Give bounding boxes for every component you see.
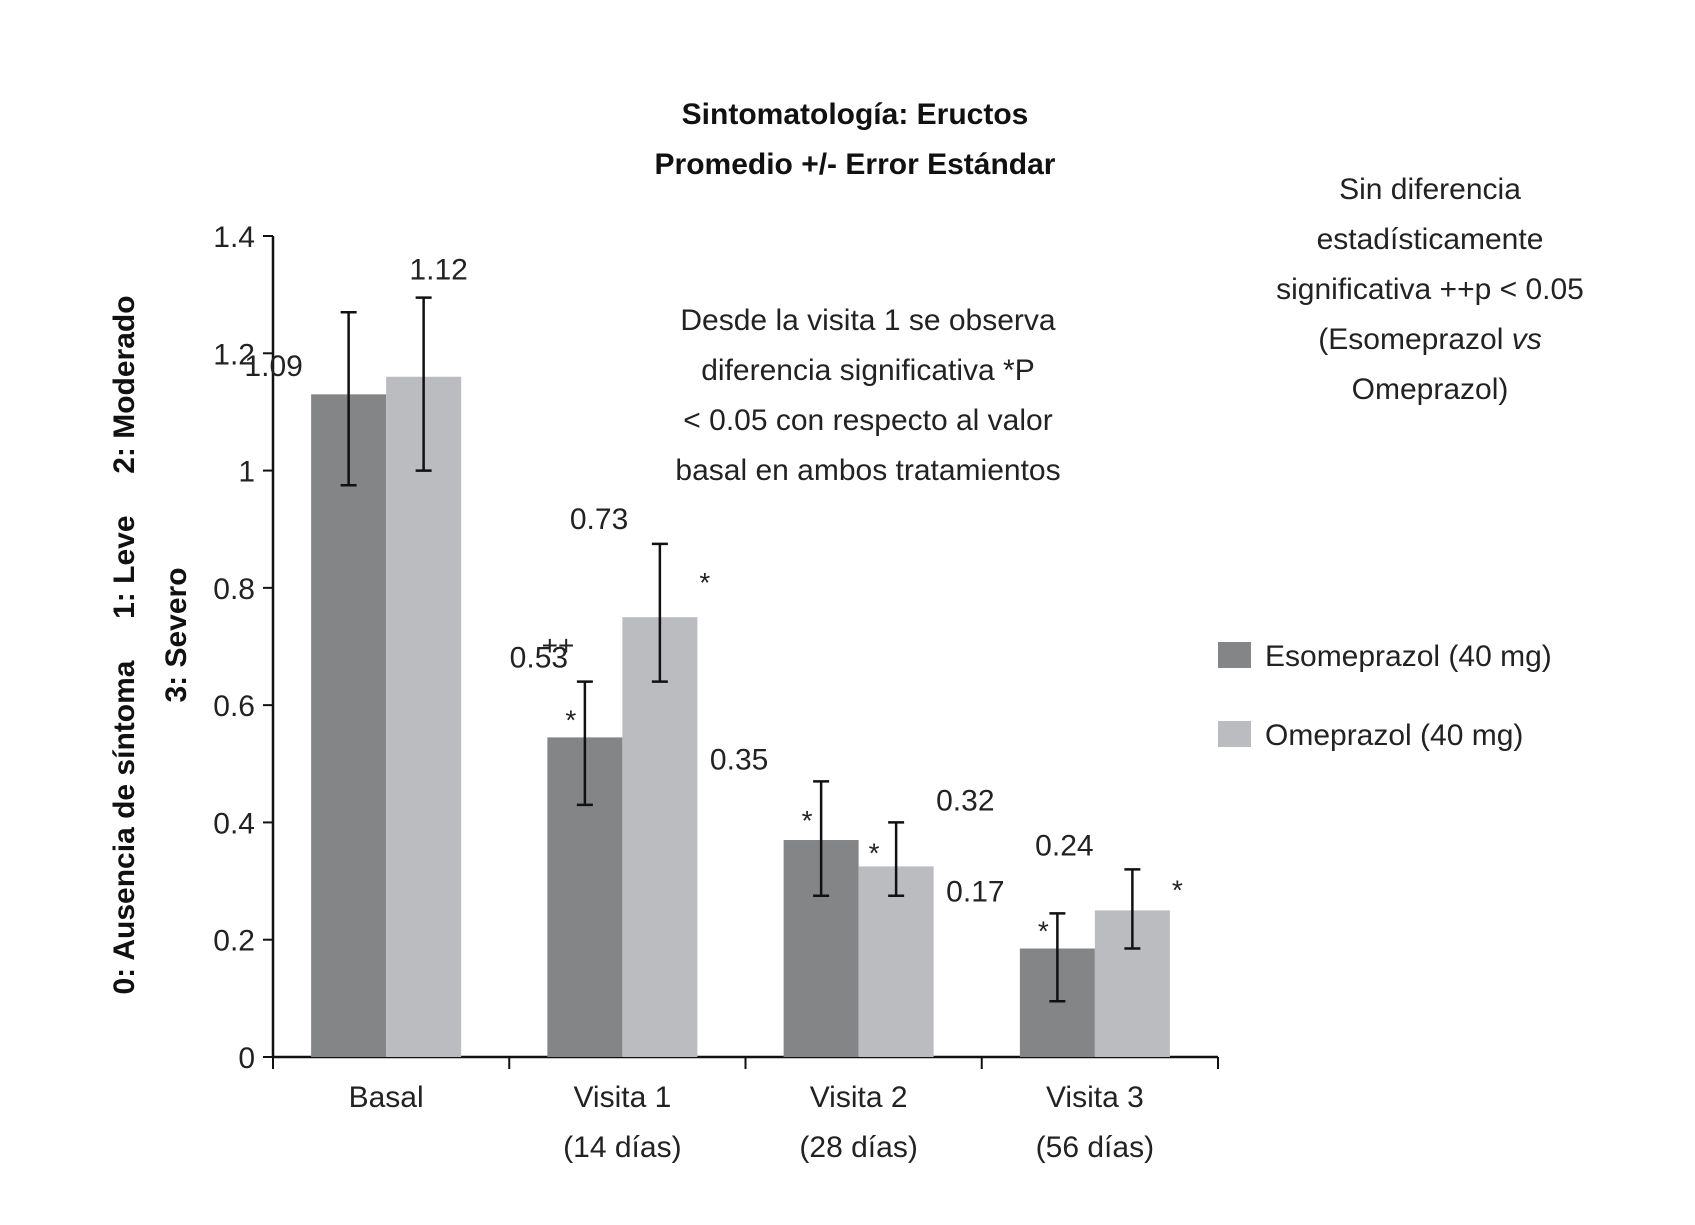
chart-subtitle: Promedio +/- Error Estándar: [655, 148, 1056, 181]
bar-omeprazol: [858, 866, 934, 1057]
legend-swatch: [1218, 721, 1251, 747]
significance-marker: *: [1172, 874, 1183, 905]
y-axis-label: 0: Ausencia de síntoma 1: Leve 2: Modera…: [108, 295, 141, 994]
data-label: 1.09: [244, 350, 302, 383]
y-tick-label: 1.4: [213, 221, 255, 254]
significance-marker: *: [565, 704, 576, 735]
x-tick-label: Visita 2: [810, 1081, 908, 1114]
data-label: 0.73: [570, 503, 628, 536]
annotation-center-line: Desde la visita 1 se observa: [680, 304, 1056, 337]
y-tick-label: 1: [238, 456, 255, 489]
annotation-right-line: estadísticamente: [1317, 223, 1544, 256]
annotation-center-line: diferencia significativa *P: [701, 354, 1035, 387]
bar-omeprazol: [386, 376, 462, 1057]
significance-marker-plusplus: ++: [542, 630, 575, 661]
x-tick-label: (56 días): [1036, 1131, 1154, 1164]
data-label: 0.24: [1035, 829, 1093, 862]
significance-marker: *: [699, 567, 710, 598]
y-tick-label: 0: [238, 1042, 255, 1075]
legend-label: Esomeprazol (40 mg): [1265, 640, 1552, 673]
annotation-center-line: < 0.05 con respecto al valor: [683, 404, 1052, 437]
annotation-right-paren-text: (Esomeprazol: [1318, 323, 1511, 356]
y-tick-label: 1.2: [213, 338, 255, 371]
x-tick-label: (28 días): [799, 1131, 917, 1164]
chart-title: Sintomatología: Eructos: [682, 98, 1029, 131]
annotation-right-line: Sin diferencia: [1339, 173, 1521, 206]
x-tick-label: Visita 3: [1046, 1081, 1144, 1114]
data-label: 0.53: [510, 642, 568, 675]
x-tick-label: Basal: [349, 1081, 424, 1114]
annotation-right-line: significativa ++p < 0.05: [1276, 273, 1584, 306]
y-tick-label: 0.4: [213, 807, 255, 840]
y-tick-label: 0.8: [213, 573, 255, 606]
annotation-center-line: basal en ambos tratamientos: [675, 454, 1060, 487]
bar-omeprazol: [622, 617, 698, 1057]
x-tick-label: (14 días): [563, 1131, 681, 1164]
significance-marker: *: [869, 837, 880, 868]
bar-esomeprazol: [311, 394, 387, 1058]
annotation-right-vs: vs: [1512, 323, 1542, 356]
annotation-right-paren-line: (Esomeprazol vs: [1318, 323, 1541, 356]
x-tick-label: Visita 1: [573, 1081, 671, 1114]
significance-marker: *: [802, 805, 813, 836]
data-label: 1.12: [409, 254, 467, 287]
legend-swatch: [1218, 642, 1251, 668]
data-label: 0.35: [710, 743, 768, 776]
annotation-right-line: Omeprazol): [1352, 373, 1509, 406]
y-axis-label-line2: 3: Severo: [160, 567, 193, 702]
legend-label: Omeprazol (40 mg): [1265, 719, 1523, 752]
data-label: 0.17: [946, 875, 1004, 908]
data-label: 0.32: [936, 784, 994, 817]
significance-marker: *: [1038, 916, 1049, 947]
y-tick-label: 0.6: [213, 690, 255, 723]
y-tick-label: 0.2: [213, 925, 255, 958]
